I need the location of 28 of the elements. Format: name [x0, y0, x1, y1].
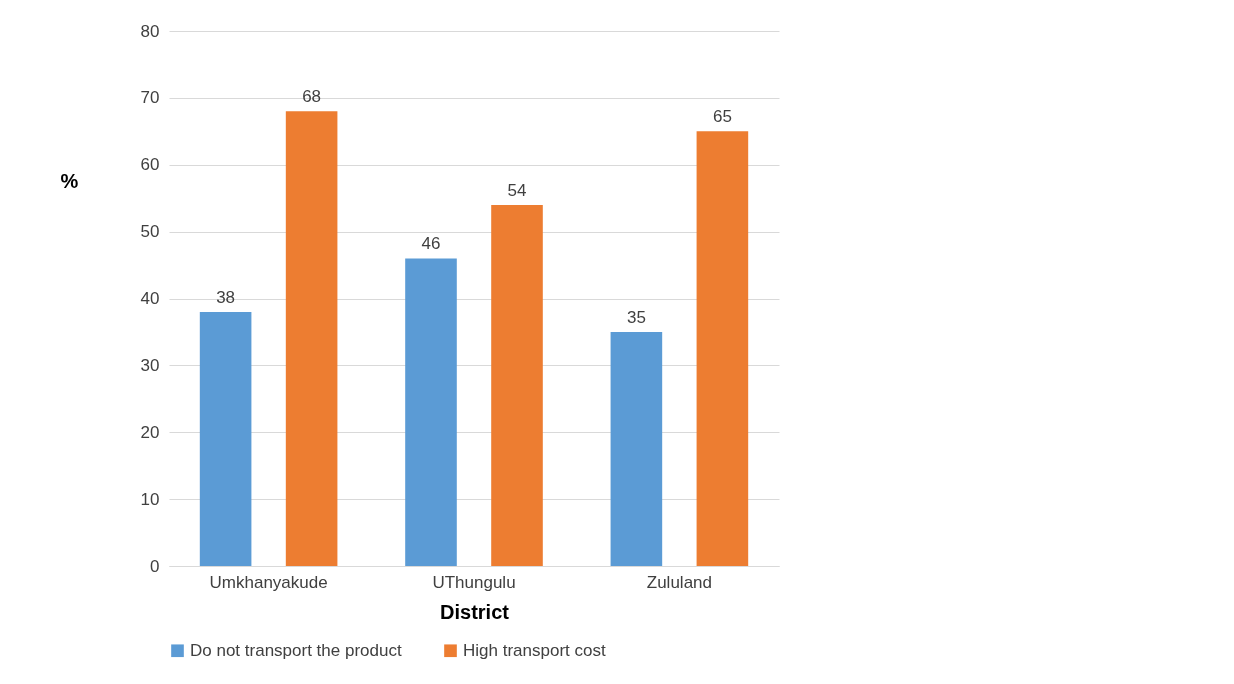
- x-tick-label: Zululand: [646, 572, 712, 592]
- legend-label: Do not transport the product: [190, 640, 402, 660]
- data-label: 38: [216, 287, 236, 307]
- data-label: 65: [712, 107, 732, 127]
- bar: [405, 258, 457, 566]
- y-tick-label: 0: [150, 556, 160, 576]
- y-tick-label: 80: [140, 21, 160, 41]
- y-tick-label: 40: [140, 289, 160, 308]
- data-label: 68: [302, 87, 322, 107]
- x-axis-title: District: [440, 600, 510, 623]
- data-label: 54: [507, 180, 527, 200]
- y-axis-title: %: [60, 169, 79, 192]
- y-tick-label: 20: [140, 422, 160, 442]
- bar: [610, 331, 663, 566]
- y-tick-label: 70: [140, 88, 160, 108]
- y-tick-label: 60: [140, 155, 160, 175]
- bar: [696, 131, 749, 566]
- bar: [199, 311, 252, 566]
- legend-label: High transport cost: [463, 640, 606, 660]
- data-label: 35: [626, 307, 646, 327]
- data-label: 46: [421, 234, 441, 254]
- bar: [285, 111, 338, 566]
- y-tick-label: 50: [140, 222, 160, 242]
- y-tick-label: 10: [140, 489, 160, 509]
- x-tick-label: UThungulu: [432, 572, 516, 592]
- y-tick-label: 30: [140, 355, 160, 375]
- bar: [491, 204, 543, 566]
- x-tick-label: Umkhanyakude: [209, 572, 328, 592]
